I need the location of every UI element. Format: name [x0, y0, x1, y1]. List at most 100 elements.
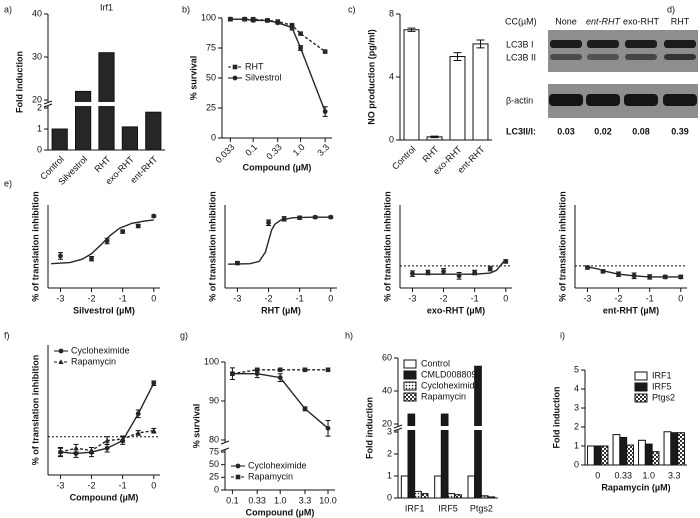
bar — [612, 434, 621, 466]
x-tick-label: -2 — [88, 480, 96, 490]
legend-label: Cycloheximide — [421, 380, 480, 390]
error-bar — [453, 52, 462, 61]
x-tick-label: 3.3 — [299, 495, 312, 505]
x-axis-label: Compound (µM) — [243, 162, 312, 172]
blot-band — [549, 94, 583, 106]
bar — [434, 475, 442, 499]
bar — [407, 413, 416, 499]
point — [277, 375, 283, 380]
legend-label: Rapamycin — [71, 356, 116, 366]
point — [235, 260, 240, 266]
x-tick-label: -1 — [119, 480, 127, 490]
x-tick-label: -1 — [296, 293, 304, 303]
point — [73, 445, 79, 451]
y-axis-label: % of translation inhibition — [30, 355, 40, 466]
axis-break — [222, 442, 338, 450]
y-tick-label: 0 — [389, 134, 394, 144]
blot-band — [663, 94, 697, 106]
x-tick-label: 3.3 — [315, 142, 331, 158]
blot-image — [548, 30, 698, 72]
y-axis-label: % survival — [188, 56, 198, 101]
legend-label: IRF5 — [652, 381, 672, 391]
point — [487, 266, 493, 272]
legend-marker — [58, 348, 64, 354]
x-tick-label: 0.33 — [614, 470, 632, 480]
point — [242, 16, 248, 22]
y-tick-label: 8 — [389, 8, 394, 18]
bar — [670, 432, 679, 466]
legend-swatch — [403, 370, 417, 380]
blot-row-label: LC3B II — [506, 52, 536, 62]
bar — [98, 52, 115, 151]
bar — [74, 90, 92, 151]
x-tick-label: -1 — [119, 293, 127, 303]
series-line — [587, 266, 681, 278]
legend-label: RHT — [245, 61, 264, 71]
legend-label: Rapamycin — [248, 471, 293, 481]
y-tick-label: 20 — [32, 94, 42, 104]
point — [151, 427, 157, 433]
x-axis-label: Rapamycin (µM) — [601, 482, 670, 492]
bar — [638, 439, 646, 466]
bar — [619, 436, 628, 466]
point — [266, 220, 271, 226]
y-tick-label: 2 — [574, 421, 579, 431]
legend-swatch — [634, 371, 648, 381]
y-tick-label: 1 — [387, 470, 392, 480]
y-tick-label: 0 — [37, 144, 42, 154]
y-axis-label: Fold induction — [364, 397, 374, 459]
legend-label: Control — [421, 358, 450, 368]
point — [120, 229, 126, 234]
blot-band — [624, 94, 658, 106]
y-tick-label: 2 — [37, 102, 42, 112]
point — [135, 223, 141, 229]
x-axis-label: ent-RHT (µM) — [603, 305, 659, 315]
point — [227, 16, 233, 22]
x-tick-label: IRF5 — [438, 503, 458, 513]
x-tick-label: 0 — [151, 480, 156, 490]
x-tick-label: 0.33 — [248, 495, 266, 505]
x-tick-label: RHT — [92, 154, 113, 175]
x-tick-label: 0 — [328, 293, 333, 303]
bar — [440, 413, 449, 499]
error-bar — [476, 39, 485, 49]
blot-band — [587, 40, 619, 48]
y-tick-label: 5 — [574, 364, 579, 374]
legend-label: IRF1 — [652, 370, 672, 380]
blot-column: RHT — [671, 16, 690, 26]
point — [151, 380, 157, 386]
y-tick-label: 2 — [387, 448, 392, 458]
blot-column: exo-RHT — [623, 16, 660, 26]
y-tick-label: 40 — [32, 8, 42, 18]
x-axis-label: RHT (µM) — [261, 305, 301, 315]
y-tick-label: 0 — [574, 459, 579, 469]
bar — [600, 445, 609, 466]
point — [441, 269, 446, 274]
y-axis-label: % of translation inhibition — [207, 191, 217, 302]
legend-swatch — [403, 381, 417, 391]
x-tick-label: 0 — [595, 470, 600, 480]
axis-break-mark — [220, 440, 230, 452]
blot-row-label: LC3B I — [506, 39, 534, 49]
y-tick-label: 100 — [201, 12, 216, 22]
panel-label: f) — [4, 330, 10, 340]
legend-swatch — [403, 359, 417, 369]
x-tick-label: Ptgs2 — [470, 503, 493, 513]
x-tick-label: Control — [390, 144, 418, 172]
series-line — [232, 369, 329, 375]
legend-swatch — [634, 393, 648, 403]
x-tick-label: IRF1 — [405, 503, 425, 513]
y-tick-label: 75 — [206, 42, 216, 52]
blot-band — [550, 54, 582, 60]
y-axis-label: % of translation inhibition — [30, 191, 40, 302]
y-tick-label: 30 — [32, 51, 42, 61]
bar — [644, 443, 653, 466]
axis-break — [45, 102, 168, 106]
series-line — [228, 216, 331, 265]
point — [322, 109, 328, 114]
x-tick-label: 1.0 — [291, 142, 307, 158]
panel-label: e) — [4, 178, 12, 188]
blot-band — [587, 54, 619, 60]
y-tick-label: 100 — [204, 356, 219, 366]
